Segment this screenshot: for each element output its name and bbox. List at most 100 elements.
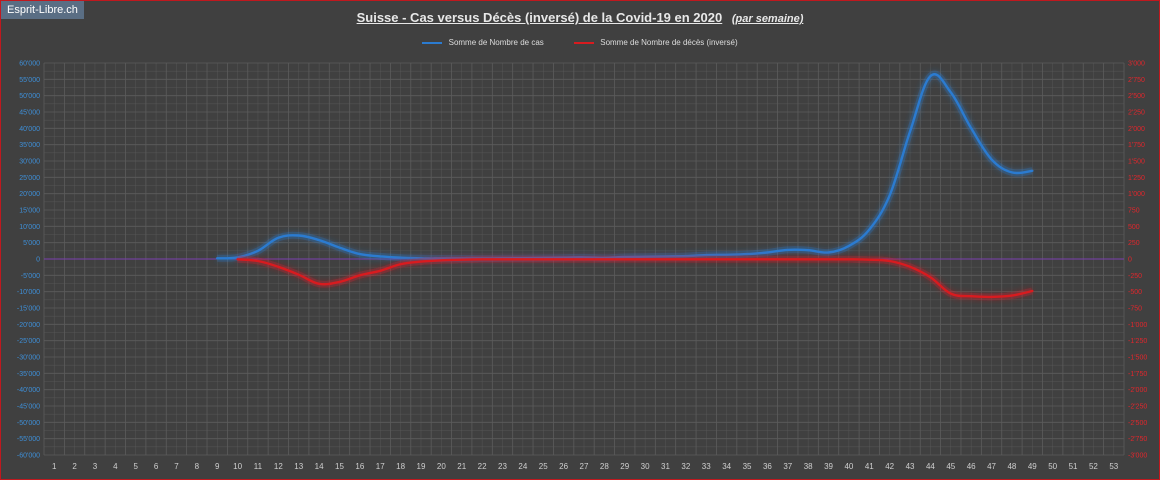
y-tick-right: -2'000 bbox=[1128, 387, 1147, 394]
x-tick: 20 bbox=[437, 462, 446, 471]
point-deaths bbox=[298, 274, 300, 276]
point-deaths bbox=[502, 259, 504, 261]
y-tick-right: 1'250 bbox=[1128, 175, 1145, 182]
y-tick-left: 60'000 bbox=[19, 61, 40, 68]
point-cases bbox=[950, 92, 952, 94]
point-deaths bbox=[807, 259, 809, 261]
y-tick-right: 0 bbox=[1128, 257, 1132, 264]
point-deaths bbox=[685, 259, 687, 261]
point-deaths bbox=[583, 259, 585, 261]
legend-label-cases: Somme de Nombre de cas bbox=[448, 38, 544, 47]
x-tick: 22 bbox=[478, 462, 487, 471]
point-cases bbox=[909, 131, 911, 133]
point-deaths bbox=[237, 259, 239, 261]
point-deaths bbox=[644, 259, 646, 261]
point-deaths bbox=[909, 266, 911, 268]
y-tick-left: 55'000 bbox=[19, 77, 40, 84]
legend-swatch-deaths bbox=[574, 41, 594, 44]
point-cases bbox=[359, 253, 361, 255]
y-tick-right: 2'250 bbox=[1128, 110, 1145, 117]
point-deaths bbox=[359, 275, 361, 277]
y-tick-left: 25'000 bbox=[19, 175, 40, 182]
point-deaths bbox=[767, 259, 769, 261]
x-tick: 53 bbox=[1109, 462, 1118, 471]
site-watermark: Esprit-Libre.ch bbox=[1, 1, 84, 19]
y-tick-left: -25'000 bbox=[17, 338, 40, 345]
point-deaths bbox=[624, 259, 626, 261]
x-tick: 8 bbox=[195, 462, 200, 471]
point-cases bbox=[991, 159, 993, 161]
point-cases bbox=[705, 254, 707, 256]
x-tick: 6 bbox=[154, 462, 159, 471]
point-cases bbox=[318, 239, 320, 241]
x-tick: 33 bbox=[702, 462, 711, 471]
y-tick-right: -1'750 bbox=[1128, 371, 1147, 378]
x-tick: 25 bbox=[539, 462, 548, 471]
y-tick-right: -2'500 bbox=[1128, 420, 1147, 427]
legend-item-deaths: Somme de Nombre de décès (inversé) bbox=[574, 38, 738, 47]
y-tick-left: -40'000 bbox=[17, 387, 40, 394]
x-tick: 23 bbox=[498, 462, 507, 471]
x-tick: 3 bbox=[93, 462, 98, 471]
chart-title: Suisse - Cas versus Décès (inversé) de l… bbox=[0, 10, 1160, 25]
y-tick-left: 15'000 bbox=[19, 208, 40, 215]
x-tick: 34 bbox=[722, 462, 731, 471]
point-deaths bbox=[991, 296, 993, 298]
y-tick-left: -5'000 bbox=[21, 273, 40, 280]
y-tick-left: 50'000 bbox=[19, 93, 40, 100]
point-cases bbox=[339, 247, 341, 249]
x-tick: 49 bbox=[1028, 462, 1037, 471]
x-tick: 11 bbox=[254, 462, 263, 471]
point-cases bbox=[787, 249, 789, 251]
point-cases bbox=[828, 252, 830, 254]
y-tick-right: -1'250 bbox=[1128, 338, 1147, 345]
x-tick: 37 bbox=[783, 462, 792, 471]
y-tick-right: -750 bbox=[1128, 306, 1142, 313]
y-tick-right: 1'000 bbox=[1128, 191, 1145, 198]
point-deaths bbox=[828, 259, 830, 261]
y-tick-right: -3'000 bbox=[1128, 453, 1147, 460]
tick-layer: 60'00055'00050'00045'00040'00035'00030'0… bbox=[17, 61, 1147, 472]
x-tick: 32 bbox=[681, 462, 690, 471]
x-tick: 24 bbox=[518, 462, 527, 471]
legend-label-deaths: Somme de Nombre de décès (inversé) bbox=[600, 38, 738, 47]
x-tick: 12 bbox=[274, 462, 283, 471]
point-deaths bbox=[970, 295, 972, 297]
point-deaths bbox=[481, 259, 483, 261]
x-tick: 44 bbox=[926, 462, 935, 471]
y-tick-left: -20'000 bbox=[17, 322, 40, 329]
y-tick-left: 0 bbox=[36, 257, 40, 264]
y-tick-left: -55'000 bbox=[17, 436, 40, 443]
point-cases bbox=[1032, 170, 1034, 172]
y-tick-left: -35'000 bbox=[17, 371, 40, 378]
x-tick: 52 bbox=[1089, 462, 1098, 471]
point-deaths bbox=[379, 270, 381, 272]
point-deaths bbox=[461, 259, 463, 261]
point-cases bbox=[400, 257, 402, 259]
x-tick: 51 bbox=[1069, 462, 1078, 471]
y-tick-left: -45'000 bbox=[17, 404, 40, 411]
x-tick: 31 bbox=[661, 462, 670, 471]
series-layer bbox=[216, 70, 1034, 301]
legend-swatch-cases bbox=[422, 41, 443, 44]
x-tick: 50 bbox=[1048, 462, 1057, 471]
point-deaths bbox=[889, 260, 891, 262]
y-tick-right: -250 bbox=[1128, 273, 1142, 280]
x-tick: 27 bbox=[580, 462, 589, 471]
y-tick-right: -1'500 bbox=[1128, 355, 1147, 362]
x-tick: 28 bbox=[600, 462, 609, 471]
x-tick: 45 bbox=[946, 462, 955, 471]
x-tick: 48 bbox=[1007, 462, 1016, 471]
x-tick: 21 bbox=[457, 462, 466, 471]
point-deaths bbox=[563, 259, 565, 261]
point-cases bbox=[889, 195, 891, 197]
x-tick: 5 bbox=[133, 462, 138, 471]
x-tick: 16 bbox=[355, 462, 364, 471]
point-deaths bbox=[278, 266, 280, 268]
x-tick: 35 bbox=[743, 462, 752, 471]
y-tick-left: -50'000 bbox=[17, 420, 40, 427]
x-tick: 29 bbox=[620, 462, 629, 471]
point-deaths bbox=[1032, 290, 1034, 292]
x-tick: 41 bbox=[865, 462, 874, 471]
